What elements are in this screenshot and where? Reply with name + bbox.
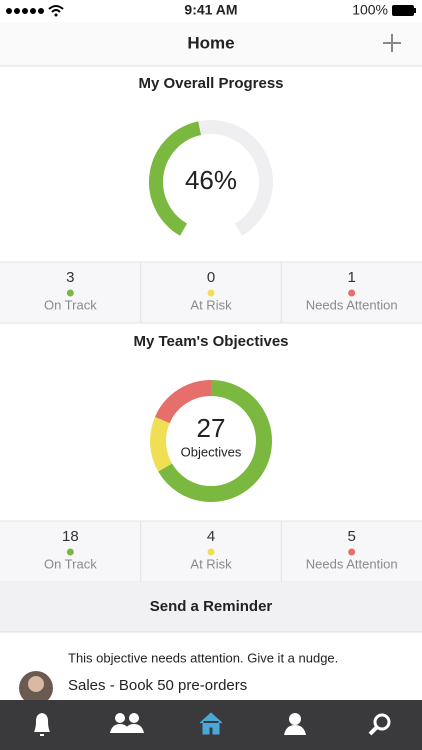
stat-count: 5 [347,528,355,545]
stat-dot [348,289,356,297]
stat-dot [207,289,215,297]
donut-segment [154,380,212,424]
reminder-label[interactable]: Send a Reminder [150,598,273,615]
tab-home[interactable] [199,712,223,735]
objectives-donut [150,380,272,502]
stat-label: On Track [44,556,97,571]
avatar-face [28,676,44,692]
tab-notifications[interactable] [34,713,50,736]
stat-count: 0 [207,269,215,286]
stat-count: 3 [66,269,74,286]
tab-search[interactable] [368,713,391,736]
signal [6,8,44,14]
donut-segment [150,416,173,472]
reminder-button[interactable] [0,583,422,632]
stat-dot [348,548,356,556]
stat-label: At Risk [190,297,232,312]
nav-bar [0,22,422,66]
stat-label: On Track [44,297,97,312]
tab-team[interactable] [110,713,144,733]
wifi-dot [54,13,58,17]
objectives-total: 27 [197,413,226,443]
tab-profile[interactable] [284,713,306,735]
stat-dot [66,289,74,297]
nav-title: Home [187,33,234,52]
stats: 18 On Track 4 At Risk 5 Needs Attention [44,521,398,582]
wifi-icon [48,5,64,13]
stat-dot [66,548,74,556]
donut-segment [158,380,272,502]
progress-gauge [149,120,273,236]
stat-dot [207,548,215,556]
gauge-value [149,121,202,236]
stat-label: At Risk [190,556,232,571]
stats: 3 On Track 0 At Risk 1 Needs Attention [44,262,398,323]
objectives-total-label: Objectives [181,444,242,459]
section-title: My Team's Objectives [133,333,288,350]
nudge-hint: This objective needs attention. Give it … [68,650,338,665]
battery-tip [414,8,416,13]
stat-label: Needs Attention [306,556,398,571]
objective-title[interactable]: Sales - Book 50 pre-orders [68,677,247,694]
battery-icon [392,5,414,16]
stat-count: 4 [207,528,215,545]
stat-count: 18 [62,528,79,545]
stat-label: Needs Attention [306,297,398,312]
status-battery: 100% [352,2,388,18]
stat-count: 1 [347,269,355,286]
section-title: My Overall Progress [138,75,283,92]
add-button[interactable] [383,34,401,52]
progress-percent: 46% [185,165,237,195]
status-time: 9:41 AM [184,2,237,18]
